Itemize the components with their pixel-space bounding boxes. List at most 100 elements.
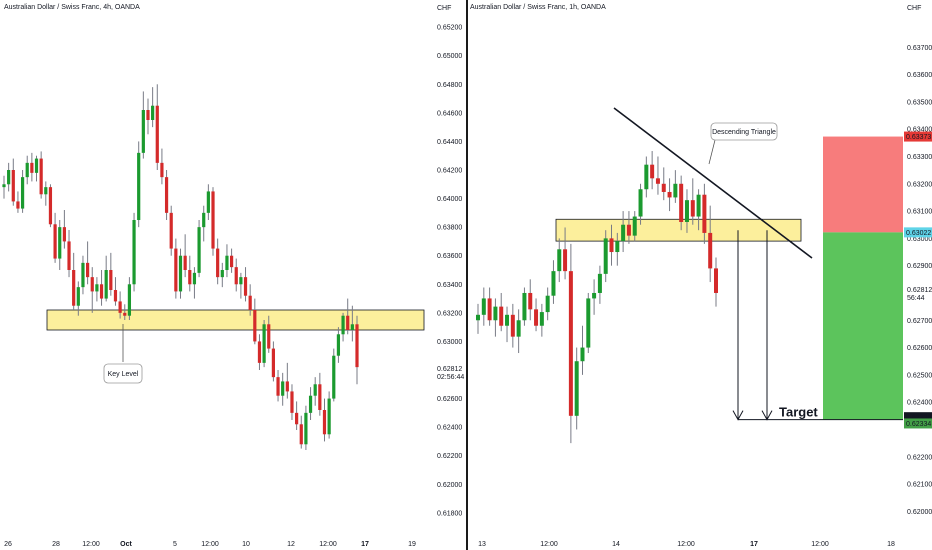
candle-body: [679, 183, 684, 222]
y-tick-label: 0.62000: [907, 509, 932, 516]
y-tick-label: 0.63600: [437, 253, 462, 260]
y-tick-label: 0.62900: [907, 263, 932, 270]
y-tick-label: 0.62400: [907, 400, 932, 407]
entry-price-badge-bg: [904, 227, 932, 238]
y-tick-label: 0.61800: [437, 510, 462, 517]
candle-body: [487, 298, 492, 321]
candle-body: [127, 284, 132, 316]
candle-body: [534, 309, 539, 326]
candle-body: [253, 310, 257, 342]
candle-body: [603, 238, 608, 274]
candle-body: [248, 295, 252, 310]
candle-body: [99, 284, 104, 299]
descending-trendline: [613, 107, 813, 259]
candle-body: [271, 348, 275, 378]
y-tick-label: 0.62500: [907, 372, 932, 379]
entry-price-badge: 0.63022: [906, 230, 931, 237]
candle-body: [174, 248, 178, 292]
candle-body: [76, 287, 80, 306]
stop-loss-zone: [823, 136, 903, 233]
candle-body: [551, 271, 556, 296]
candle-body: [702, 194, 707, 233]
candle-body: [574, 361, 579, 416]
candle-body: [597, 273, 602, 293]
left-chart-title: Australian Dollar / Swiss Franc, 4h, OAN…: [4, 4, 140, 11]
candle-body: [137, 152, 141, 220]
x-tick-label: 12:00: [540, 541, 558, 548]
target-price-badge-bg: [904, 412, 932, 423]
candle-body: [151, 105, 155, 120]
candle-body: [216, 248, 220, 278]
x-tick-label: 10: [242, 541, 250, 548]
y-tick-label: 0.64600: [437, 110, 462, 117]
candle-body: [318, 384, 322, 410]
y-tick-label: 0.63400: [907, 127, 932, 134]
candle-body: [160, 162, 164, 178]
left-chart-panel[interactable]: Australian Dollar / Swiss Franc, 4h, OAN…: [0, 0, 466, 550]
candle-body: [16, 201, 20, 209]
x-tick-label: 18: [887, 541, 895, 548]
y-tick-label: 0.62600: [437, 396, 462, 403]
triangle-callout-label: Descending Triangle: [712, 129, 776, 136]
candle-body: [499, 306, 504, 326]
candle-body: [132, 220, 136, 285]
y-tick-label: 0.64800: [437, 82, 462, 89]
y-tick-label: 0.63600: [907, 72, 932, 79]
candle-body: [164, 177, 169, 213]
x-tick-label: 12:00: [319, 541, 337, 548]
right-chart-title: Australian Dollar / Swiss Franc, 1h, OAN…: [470, 4, 606, 11]
candle-body: [638, 189, 643, 217]
price-badge: 0.62812: [437, 366, 462, 373]
y-tick-label: 0.62700: [907, 318, 932, 325]
x-tick-label: 26: [4, 541, 12, 548]
left-chart-canvas[interactable]: CHF 0.65200 0.65000 0.64800 0.64600 0.64400 0.…: [0, 0, 466, 550]
currency-label: CHF: [437, 5, 451, 12]
candle-body: [341, 315, 345, 335]
candle-body: [299, 424, 303, 445]
candle-body: [684, 200, 689, 222]
panel-divider[interactable]: [466, 0, 468, 550]
candle-body: [220, 270, 224, 278]
y-tick-label: 0.62200: [907, 454, 932, 461]
key-level-callout: [103, 363, 143, 384]
candle-body: [696, 194, 701, 217]
y-tick-label: 0.63200: [437, 310, 462, 317]
candle-body: [493, 306, 498, 321]
candle-body: [522, 292, 527, 321]
candle-body: [39, 158, 43, 195]
right-chart-canvas[interactable]: CHF 0.63700 0.63600 0.63500 0.63400 0.63300 0.…: [468, 0, 932, 550]
x-tick-label: 12:00: [82, 541, 100, 548]
target-label: Target: [779, 405, 818, 420]
candle-body: [90, 277, 94, 292]
candle-body: [644, 164, 649, 190]
candle-body: [123, 312, 127, 316]
x-tick-label: 17: [750, 541, 758, 548]
candle-body: [655, 178, 660, 184]
candle-body: [505, 314, 510, 326]
candle-body: [243, 277, 248, 296]
candle-body: [632, 216, 637, 236]
candle-body: [708, 232, 713, 269]
candle-body: [169, 212, 173, 249]
x-tick-label: 28: [52, 541, 60, 548]
candle-body: [557, 249, 562, 272]
candle-body: [81, 262, 85, 288]
candle-body: [327, 398, 331, 435]
candle-body: [183, 255, 187, 270]
candle-body: [563, 249, 568, 272]
candle-body: [234, 267, 238, 285]
candle-body: [476, 314, 480, 321]
projection-arrow-head: [732, 410, 744, 421]
projection-arrow-head: [761, 410, 773, 421]
candle-body: [690, 200, 695, 217]
candle-body: [11, 170, 15, 202]
y-tick-label: 0.63000: [437, 339, 462, 346]
candle-body: [34, 158, 39, 173]
candle-body: [355, 324, 359, 368]
candle-body: [308, 395, 313, 413]
stop-price-badge-bg: [904, 131, 932, 142]
candle-body: [650, 164, 655, 179]
y-tick-label: 0.63800: [437, 225, 462, 232]
x-tick-label: 12: [287, 541, 295, 548]
right-chart-panel[interactable]: Australian Dollar / Swiss Franc, 1h, OAN…: [468, 0, 932, 550]
